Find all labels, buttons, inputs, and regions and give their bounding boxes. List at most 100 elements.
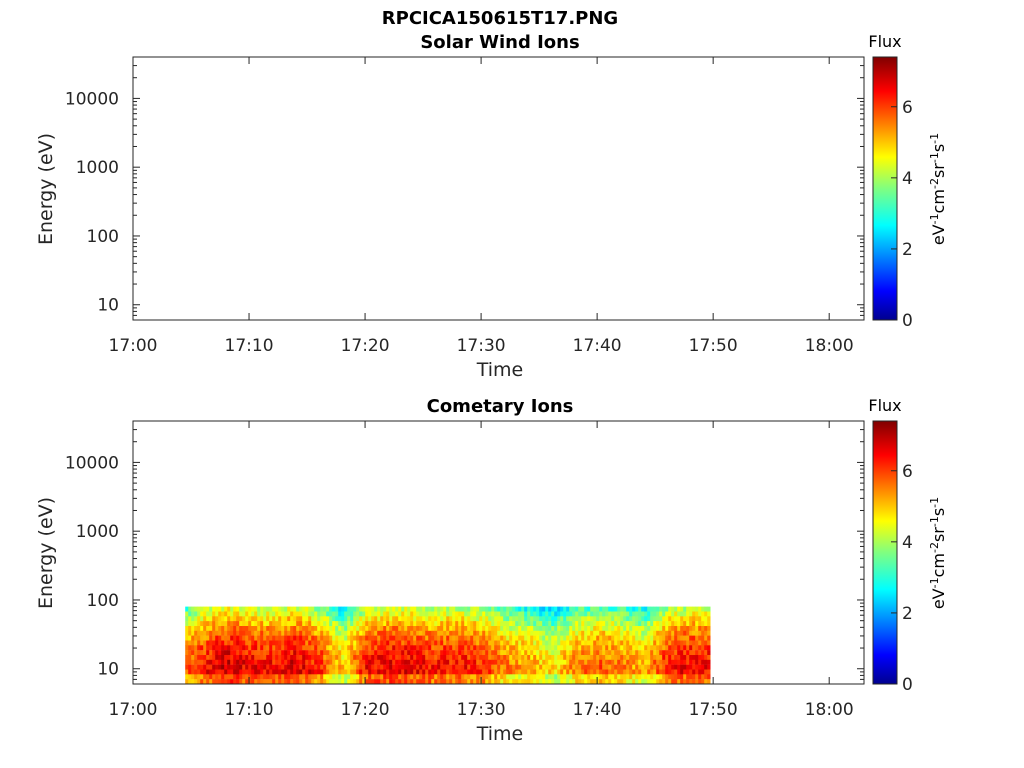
flux-cell [446, 655, 450, 661]
flux-cell [401, 650, 405, 656]
flux-cell [686, 679, 690, 684]
y-tick-label: 10000 [65, 453, 119, 473]
colorbar-label: eV-1cm-2sr-1s-1 [928, 133, 948, 245]
flux-cell [533, 621, 537, 627]
flux-cell [491, 616, 495, 622]
flux-cell [413, 655, 417, 661]
flux-cell [557, 630, 561, 636]
flux-cell [452, 674, 456, 680]
flux-cell [410, 621, 414, 627]
flux-cell [239, 626, 243, 632]
flux-cell [683, 626, 687, 632]
flux-cell [638, 669, 642, 675]
flux-cell [389, 626, 393, 632]
flux-cell [650, 626, 654, 632]
flux-cell [434, 616, 438, 622]
flux-cell [431, 640, 435, 646]
flux-cell [215, 655, 219, 661]
y-tick-label: 10000 [65, 89, 119, 109]
flux-cell [377, 616, 381, 622]
flux-cell [689, 616, 693, 622]
flux-cell [692, 659, 696, 665]
flux-cell [569, 645, 573, 651]
flux-cell [641, 626, 645, 632]
flux-cell [326, 659, 330, 665]
flux-cell [662, 621, 666, 627]
flux-cell [707, 640, 711, 646]
flux-cell [590, 640, 594, 646]
flux-cell [530, 659, 534, 665]
flux-cell [503, 630, 507, 636]
flux-cell [581, 669, 585, 675]
flux-cell [647, 640, 651, 646]
flux-cell [638, 650, 642, 656]
flux-cell [206, 635, 210, 641]
flux-cell [383, 626, 387, 632]
flux-cell [488, 635, 492, 641]
flux-cell [617, 640, 621, 646]
flux-cell [668, 655, 672, 661]
flux-cell [485, 635, 489, 641]
flux-cell [206, 655, 210, 661]
flux-cell [581, 655, 585, 661]
flux-cell [692, 616, 696, 622]
flux-cell [677, 621, 681, 627]
flux-cell [524, 630, 528, 636]
flux-cell [377, 606, 381, 612]
flux-cell [281, 606, 285, 612]
flux-cell [599, 659, 603, 665]
x-tick-label: 17:30 [457, 336, 506, 356]
flux-cell [395, 679, 399, 684]
flux-cell [659, 674, 663, 680]
flux-cell [692, 640, 696, 646]
flux-cell [461, 606, 465, 612]
flux-cell [350, 650, 354, 656]
flux-cell [362, 616, 366, 622]
flux-cell [188, 626, 192, 632]
flux-cell [524, 655, 528, 661]
flux-cell [416, 621, 420, 627]
flux-cell [620, 616, 624, 622]
flux-cell [485, 650, 489, 656]
flux-cell [347, 655, 351, 661]
flux-cell [263, 664, 267, 670]
flux-cell [464, 655, 468, 661]
flux-cell [542, 659, 546, 665]
flux-cell [566, 664, 570, 670]
flux-cell [563, 650, 567, 656]
flux-cell [404, 669, 408, 675]
flux-cell [506, 645, 510, 651]
flux-cell [626, 645, 630, 651]
flux-cell [506, 606, 510, 612]
flux-cell [431, 611, 435, 617]
flux-cell [494, 616, 498, 622]
flux-cell [647, 650, 651, 656]
flux-cell [290, 669, 294, 675]
flux-cell [350, 640, 354, 646]
flux-cell [200, 659, 204, 665]
flux-cell [653, 674, 657, 680]
flux-cell [503, 640, 507, 646]
flux-cell [290, 621, 294, 627]
flux-cell [362, 606, 366, 612]
flux-cell [557, 659, 561, 665]
flux-cell [629, 626, 633, 632]
flux-cell [311, 674, 315, 680]
flux-cell [212, 616, 216, 622]
flux-cell [293, 626, 297, 632]
flux-cell [230, 645, 234, 651]
flux-cell [371, 640, 375, 646]
flux-cell [407, 606, 411, 612]
flux-cell [470, 669, 474, 675]
flux-cell [494, 650, 498, 656]
flux-cell [611, 616, 615, 622]
flux-cell [659, 655, 663, 661]
flux-cell [647, 674, 651, 680]
flux-cell [665, 655, 669, 661]
flux-cell [329, 611, 333, 617]
flux-cell [659, 669, 663, 675]
flux-cell [572, 630, 576, 636]
flux-cell [707, 659, 711, 665]
flux-cell [623, 616, 627, 622]
flux-cell [290, 626, 294, 632]
